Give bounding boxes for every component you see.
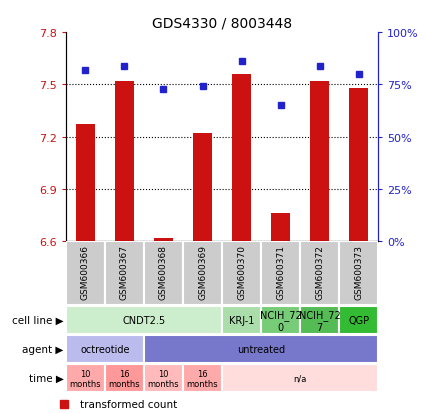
Bar <box>66 242 105 306</box>
Text: GSM600372: GSM600372 <box>315 245 324 299</box>
Text: 10
months: 10 months <box>70 369 101 388</box>
Text: GSM600369: GSM600369 <box>198 245 207 300</box>
Text: GSM600371: GSM600371 <box>276 245 285 300</box>
Bar <box>339 242 378 306</box>
Bar <box>271 214 290 242</box>
Bar <box>300 306 339 335</box>
Text: KRJ-1: KRJ-1 <box>229 316 254 325</box>
Bar <box>105 242 144 306</box>
Bar <box>183 364 222 392</box>
Bar <box>144 242 183 306</box>
Bar <box>66 335 144 363</box>
Bar <box>115 82 134 242</box>
Bar <box>76 125 95 242</box>
Bar <box>66 306 222 335</box>
Text: 10
months: 10 months <box>147 369 179 388</box>
Text: 16
months: 16 months <box>187 369 218 388</box>
Bar <box>193 134 212 242</box>
Bar <box>261 242 300 306</box>
Text: cell line ▶: cell line ▶ <box>12 316 64 325</box>
Text: GSM600366: GSM600366 <box>81 245 90 300</box>
Bar <box>222 242 261 306</box>
Title: GDS4330 / 8003448: GDS4330 / 8003448 <box>152 17 292 31</box>
Text: GSM600368: GSM600368 <box>159 245 168 300</box>
Text: 16
months: 16 months <box>109 369 140 388</box>
Bar <box>300 242 339 306</box>
Text: GSM600373: GSM600373 <box>354 245 363 300</box>
Text: QGP: QGP <box>348 316 369 325</box>
Text: NCIH_72
7: NCIH_72 7 <box>299 309 340 332</box>
Bar <box>144 335 378 363</box>
Bar <box>144 364 183 392</box>
Bar <box>222 364 378 392</box>
Text: n/a: n/a <box>294 374 307 383</box>
Bar <box>310 82 329 242</box>
Text: GSM600367: GSM600367 <box>120 245 129 300</box>
Bar <box>232 75 251 242</box>
Bar <box>66 364 105 392</box>
Text: octreotide: octreotide <box>80 344 130 354</box>
Bar <box>349 89 368 242</box>
Bar <box>339 306 378 335</box>
Bar <box>105 364 144 392</box>
Text: CNDT2.5: CNDT2.5 <box>122 316 165 325</box>
Bar <box>261 306 300 335</box>
Text: NCIH_72
0: NCIH_72 0 <box>260 309 301 332</box>
Text: agent ▶: agent ▶ <box>23 344 64 354</box>
Bar <box>222 306 261 335</box>
Text: GSM600370: GSM600370 <box>237 245 246 300</box>
Bar <box>183 242 222 306</box>
Bar <box>154 238 173 242</box>
Text: transformed count: transformed count <box>80 399 178 409</box>
Text: time ▶: time ▶ <box>29 373 64 383</box>
Text: untreated: untreated <box>237 344 285 354</box>
